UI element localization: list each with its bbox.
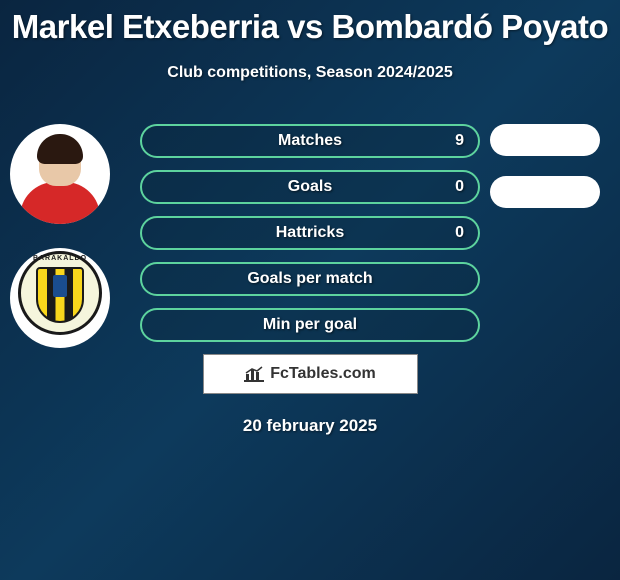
stats-column: Matches 9 Goals 0 Hattricks 0 Goals per … [140,124,480,342]
stat-value: 9 [455,132,464,150]
club-shield-center [53,275,67,297]
footer-date: 20 february 2025 [0,416,620,436]
club-shield-text: BARAKALDO [18,255,102,262]
stat-row-goals: Goals 0 [140,170,480,204]
stat-label: Goals per match [142,270,478,288]
stat-label: Min per goal [142,316,478,334]
stat-row-matches: Matches 9 [140,124,480,158]
comparison-pill [490,124,600,156]
stat-label: Matches [142,132,478,150]
club-logo: BARAKALDO [18,251,102,345]
brand-text: FcTables.com [270,365,376,383]
page-subtitle: Club competitions, Season 2024/2025 [0,64,620,82]
right-pills-column [490,124,600,228]
club-avatar: BARAKALDO [10,248,110,348]
player-avatar [10,124,110,224]
stat-label: Goals [142,178,478,196]
stat-row-hattricks: Hattricks 0 [140,216,480,250]
chart-icon [244,366,264,382]
stat-label: Hattricks [142,224,478,242]
stat-row-goals-per-match: Goals per match [140,262,480,296]
page-title: Markel Etxeberria vs Bombardó Poyato [0,0,620,46]
content-area: BARAKALDO Matches 9 Goals 0 Hattricks 0 … [0,124,620,342]
stat-value: 0 [455,224,464,242]
comparison-pill [490,176,600,208]
brand-badge: FcTables.com [203,354,418,394]
player-hair [37,134,83,164]
avatars-column: BARAKALDO [10,124,120,348]
player-shirt [20,182,100,224]
stat-row-min-per-goal: Min per goal [140,308,480,342]
stat-value: 0 [455,178,464,196]
